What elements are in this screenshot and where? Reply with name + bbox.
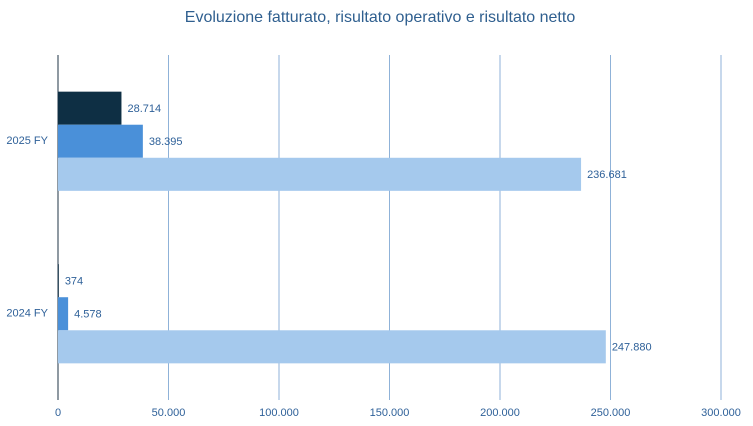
value-label: 247.880 — [612, 342, 652, 354]
value-label: 374 — [65, 276, 83, 288]
value-label: 236.681 — [587, 169, 627, 181]
x-tick-label: 200.000 — [480, 407, 520, 419]
bar — [58, 124, 143, 158]
x-tick-label: 300.000 — [701, 407, 741, 419]
y-tick-label: 2025 FY — [6, 135, 48, 147]
value-label: 4.578 — [74, 309, 102, 321]
chart-title: Evoluzione fatturato, risultato operativ… — [185, 9, 576, 26]
bar — [58, 264, 59, 298]
x-tick-label: 150.000 — [370, 407, 410, 419]
x-tick-label: 0 — [55, 407, 61, 419]
x-tick-label: 250.000 — [591, 407, 631, 419]
value-label: 28.714 — [127, 103, 161, 115]
x-tick-label: 50.000 — [152, 407, 186, 419]
value-label: 38.395 — [149, 136, 183, 148]
bar — [58, 330, 606, 364]
y-tick-label: 2024 FY — [6, 308, 48, 320]
x-tick-label: 100.000 — [259, 407, 299, 419]
bar — [58, 157, 582, 191]
bar — [58, 91, 122, 125]
bar — [58, 297, 69, 331]
